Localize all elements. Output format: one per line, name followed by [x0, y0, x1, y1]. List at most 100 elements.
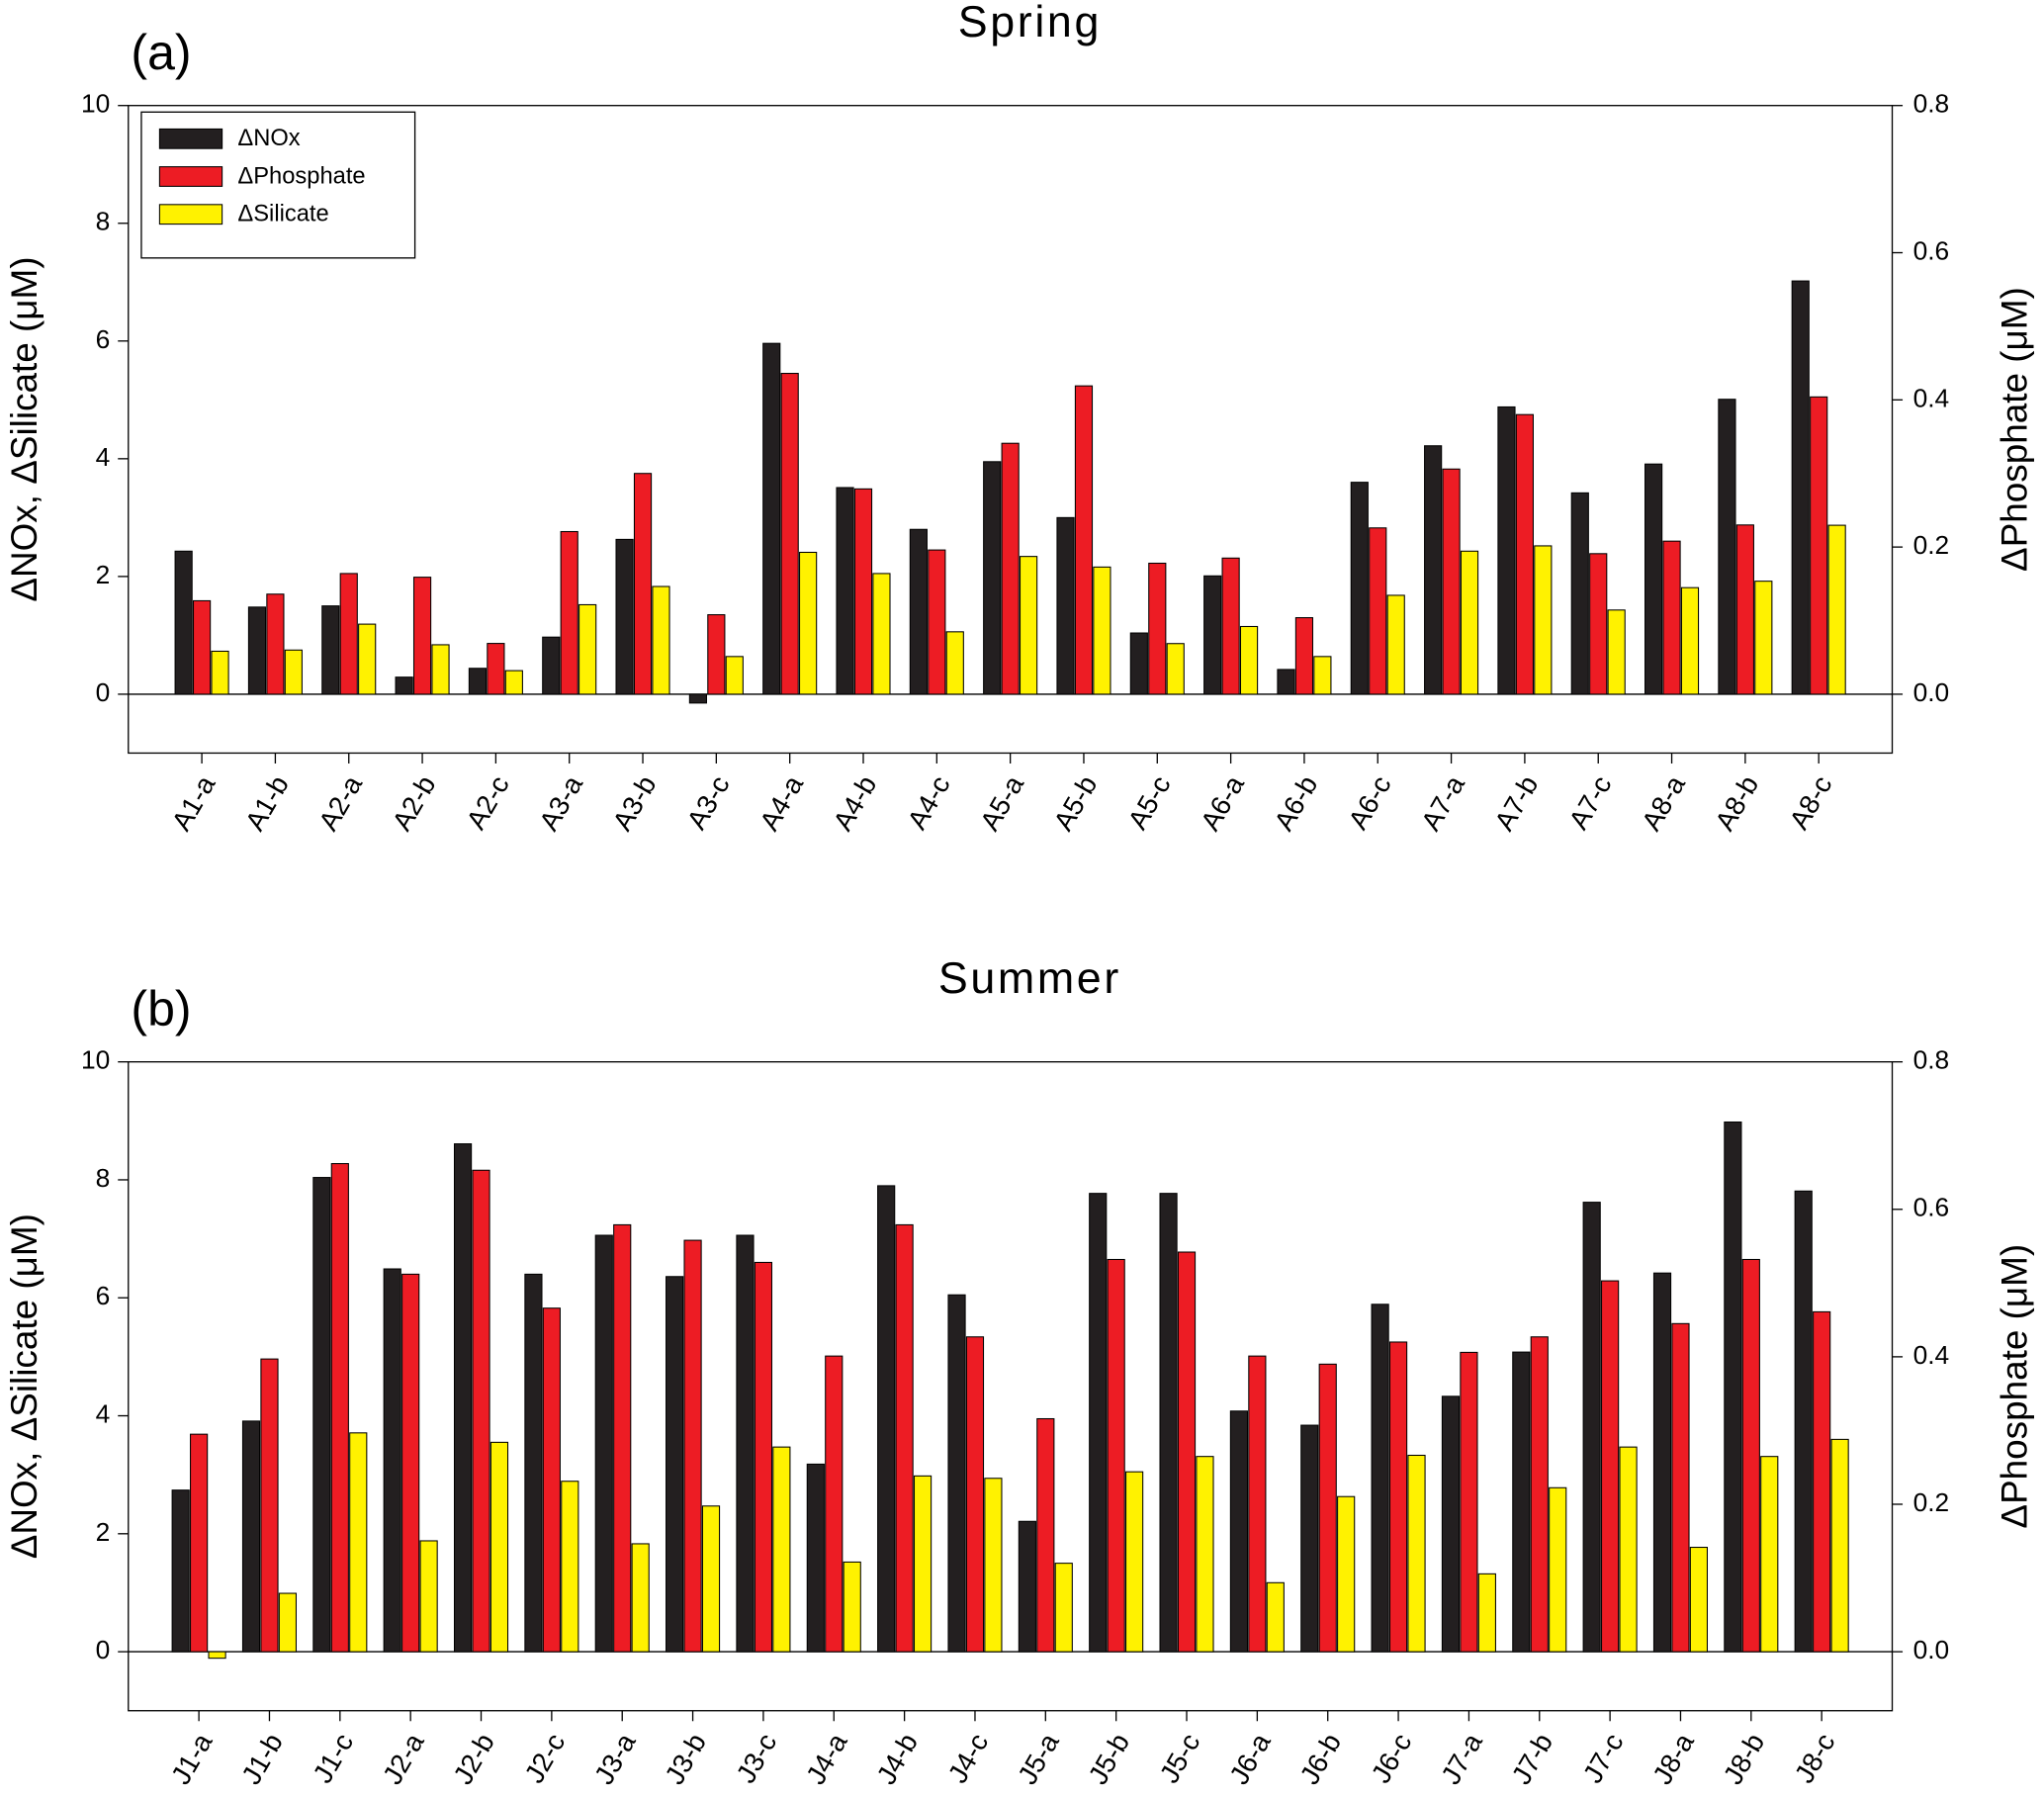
bar [1497, 405, 1516, 695]
bar [1196, 1456, 1214, 1653]
bar [872, 573, 891, 695]
x-tick-label: J7-c [1577, 1728, 1630, 1788]
legend-swatch [158, 204, 223, 225]
bar [266, 593, 285, 695]
bar [1054, 1563, 1073, 1653]
x-tick-label: A4-b [827, 770, 882, 836]
y2-tick-label: 0.4 [1913, 1340, 1950, 1370]
bar [431, 644, 450, 695]
bar [1129, 632, 1148, 695]
bar [1460, 550, 1479, 695]
bar [171, 1489, 190, 1653]
bar [1248, 1355, 1267, 1653]
x-tick-label: A8-b [1709, 770, 1764, 836]
x-tick-label: A8-c [1783, 770, 1837, 835]
bar [401, 1273, 420, 1653]
y2-tick-label: 0.0 [1913, 1635, 1950, 1664]
bar [472, 1169, 490, 1653]
y-tick-label: 6 [96, 324, 111, 354]
x-tick-label: J8-a [1646, 1728, 1700, 1790]
y-tick-label: 0 [96, 1635, 111, 1664]
bar [1570, 492, 1589, 695]
x-tick-label: J4-c [941, 1728, 994, 1788]
bar [524, 1273, 543, 1653]
bar [725, 656, 744, 695]
x-tick-label: J5-b [1082, 1728, 1135, 1789]
bar [1337, 1495, 1356, 1653]
bar [1689, 1546, 1709, 1653]
bar [419, 1540, 438, 1653]
bar [383, 1268, 401, 1653]
x-tick-label: A3-b [606, 770, 662, 836]
bar [1619, 1446, 1638, 1653]
bar [174, 550, 193, 695]
bar [1266, 1581, 1285, 1653]
bar [806, 1463, 825, 1653]
x-tick-label: A5-a [974, 769, 1029, 836]
bar [395, 676, 413, 695]
bar [193, 599, 212, 695]
bar [594, 1234, 613, 1653]
y-tick-label: 8 [96, 207, 111, 236]
bar [945, 631, 964, 695]
bar [1166, 643, 1185, 695]
y-tick-label: 4 [96, 442, 111, 472]
x-tick-label: J1-c [307, 1728, 359, 1788]
x-tick-label: A1-a [165, 769, 221, 836]
bar [1718, 399, 1736, 695]
y2-tick-label: 0.2 [1913, 1487, 1950, 1517]
bar [542, 1307, 561, 1653]
bar [652, 585, 670, 695]
bar [1424, 445, 1443, 695]
x-tick-label: J6-a [1223, 1728, 1277, 1790]
x-tick-label: J6-b [1293, 1728, 1347, 1789]
bar [1350, 482, 1369, 695]
bar [1810, 396, 1828, 695]
bar [321, 605, 340, 695]
bar [895, 1223, 914, 1653]
bar [1386, 594, 1405, 695]
bar [208, 1651, 226, 1660]
y2-axis-label: ΔPhosphate (μM) [1995, 287, 2035, 572]
x-tick-label: J8-b [1717, 1728, 1770, 1789]
bar [312, 1177, 331, 1653]
bar [1582, 1202, 1601, 1653]
bar [909, 528, 928, 695]
bar [1107, 1258, 1125, 1653]
x-tick-label: A7-b [1488, 770, 1544, 836]
x-tick-label: A1-b [239, 770, 295, 836]
bar [1019, 556, 1038, 695]
bar [1534, 545, 1553, 695]
x-tick-label: A6-c [1342, 770, 1396, 835]
bar [1203, 575, 1222, 695]
y2-tick-label: 0.6 [1913, 235, 1950, 265]
bar [772, 1446, 791, 1653]
bar [1601, 1280, 1620, 1653]
bar [504, 670, 523, 695]
legend-swatch [158, 128, 223, 149]
chart-title: Summer [938, 953, 1121, 1003]
bar [278, 1592, 298, 1653]
x-tick-label: J2-a [377, 1728, 430, 1790]
bar [1607, 609, 1626, 695]
bar [1530, 1336, 1549, 1653]
x-tick-label: A4-c [901, 770, 955, 835]
bar [1177, 1251, 1197, 1653]
plot-frame [128, 1061, 1894, 1712]
bar [1724, 1121, 1742, 1653]
bar [1089, 1193, 1108, 1653]
x-tick-label: J2-c [518, 1728, 571, 1788]
bar [412, 577, 432, 695]
bar [983, 461, 1002, 695]
bar [853, 488, 873, 695]
y-axis-label: ΔNOx, ΔSilicate (μM) [4, 257, 44, 602]
bar [984, 1478, 1003, 1653]
bar [836, 487, 854, 695]
bar [1662, 540, 1681, 695]
bar [349, 1432, 368, 1653]
x-tick-label: J5-c [1153, 1728, 1205, 1788]
bar [825, 1355, 844, 1653]
bar [1229, 1410, 1249, 1653]
bar [1512, 1351, 1531, 1653]
bar [762, 342, 781, 695]
